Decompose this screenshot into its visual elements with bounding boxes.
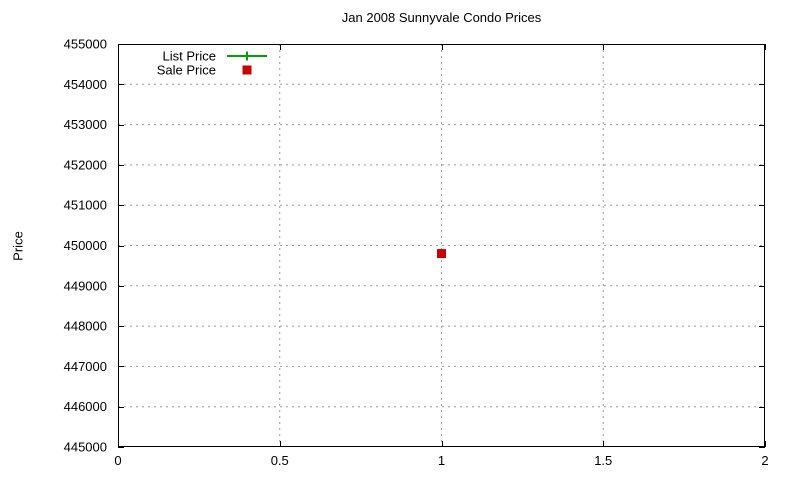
x-tick-label: 2 <box>761 453 768 468</box>
x-tick-label: 0.5 <box>271 453 289 468</box>
data-point-sale-price <box>437 249 446 259</box>
x-tick-label: 0 <box>114 453 121 468</box>
y-tick-label: 451000 <box>64 198 107 213</box>
legend-label: List Price <box>163 49 216 64</box>
y-tick-label: 447000 <box>64 359 107 374</box>
y-tick-label: 448000 <box>64 319 107 334</box>
x-tick-label: 1 <box>438 453 445 468</box>
y-tick-label: 445000 <box>64 440 107 455</box>
y-tick-label: 446000 <box>64 399 107 414</box>
chart-title: Jan 2008 Sunnyvale Condo Prices <box>341 10 542 25</box>
y-tick-label: 450000 <box>64 238 107 253</box>
y-tick-label: 449000 <box>64 278 107 293</box>
plot-border <box>118 44 765 447</box>
y-tick-label: 453000 <box>64 117 107 132</box>
y-tick-label: 452000 <box>64 157 107 172</box>
y-tick-label: 454000 <box>64 77 107 92</box>
x-tick-label: 1.5 <box>594 453 612 468</box>
y-tick-label: 455000 <box>64 37 107 52</box>
legend-square-marker <box>242 65 252 75</box>
legend-label: Sale Price <box>157 63 216 78</box>
